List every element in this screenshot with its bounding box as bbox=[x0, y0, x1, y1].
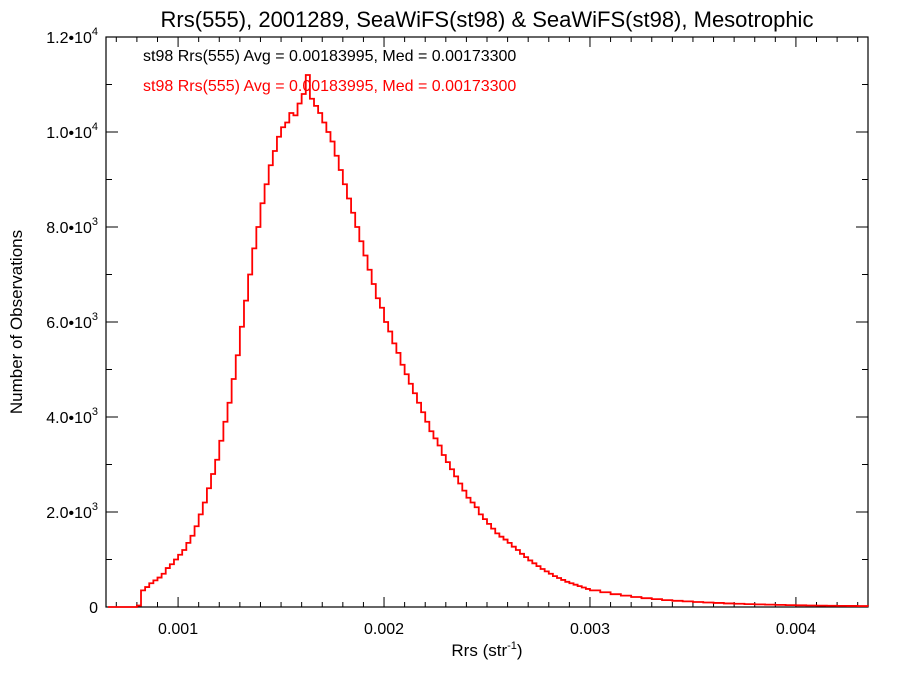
y-tick-label: 1.0•104 bbox=[46, 121, 98, 142]
y-tick-exponent: 3 bbox=[92, 216, 98, 228]
y-tick-mantissa: 1.0•10 bbox=[46, 125, 92, 142]
y-tick-mantissa: 6.0•10 bbox=[46, 315, 92, 332]
x-tick-label: 0.004 bbox=[776, 621, 816, 638]
y-tick-exponent: 3 bbox=[92, 501, 98, 513]
y-tick-mantissa: 2.0•10 bbox=[46, 505, 92, 522]
y-tick-label: 2.0•103 bbox=[46, 501, 98, 522]
x-axis-label-end: ) bbox=[517, 641, 523, 660]
y-tick-mantissa: 0 bbox=[89, 600, 98, 617]
y-tick-mantissa: 4.0•10 bbox=[46, 410, 92, 427]
y-tick-label: 8.0•103 bbox=[46, 216, 98, 237]
x-axis-label-main: Rrs (str bbox=[451, 641, 507, 660]
y-axis-label: Number of Observations bbox=[7, 230, 26, 414]
y-tick-exponent: 4 bbox=[92, 121, 98, 133]
histogram-series-0 bbox=[108, 74, 869, 608]
legend-entry-0: st98 Rrs(555) Avg = 0.00183995, Med = 0.… bbox=[143, 48, 516, 65]
y-tick-exponent: 4 bbox=[92, 26, 98, 38]
y-axis-ticks: 02.0•1034.0•1036.0•1038.0•1031.0•1041.2•… bbox=[46, 26, 868, 617]
x-tick-label: 0.001 bbox=[158, 621, 198, 638]
x-axis-label: Rrs (str-1) bbox=[451, 640, 522, 660]
y-tick-exponent: 3 bbox=[92, 311, 98, 323]
y-tick-label: 6.0•103 bbox=[46, 311, 98, 332]
y-tick-label: 0 bbox=[89, 600, 98, 617]
y-tick-label: 4.0•103 bbox=[46, 406, 98, 427]
y-tick-mantissa: 8.0•10 bbox=[46, 220, 92, 237]
series-layer bbox=[108, 74, 869, 608]
y-tick-mantissa: 1.2•10 bbox=[46, 30, 92, 47]
x-tick-label: 0.002 bbox=[364, 621, 404, 638]
y-tick-label: 1.2•104 bbox=[46, 26, 98, 47]
x-axis-ticks: 0.001 0.002 0.003 0.004 bbox=[115, 37, 859, 638]
x-axis-label-sup: -1 bbox=[507, 640, 517, 652]
y-tick-exponent: 3 bbox=[92, 406, 98, 418]
legend-entry-1: st98 Rrs(555) Avg = 0.00183995, Med = 0.… bbox=[143, 78, 516, 95]
legend: st98 Rrs(555) Avg = 0.00183995, Med = 0.… bbox=[143, 48, 516, 95]
x-tick-label: 0.003 bbox=[570, 621, 610, 638]
chart-title: Rrs(555), 2001289, SeaWiFS(st98) & SeaWi… bbox=[161, 7, 814, 32]
